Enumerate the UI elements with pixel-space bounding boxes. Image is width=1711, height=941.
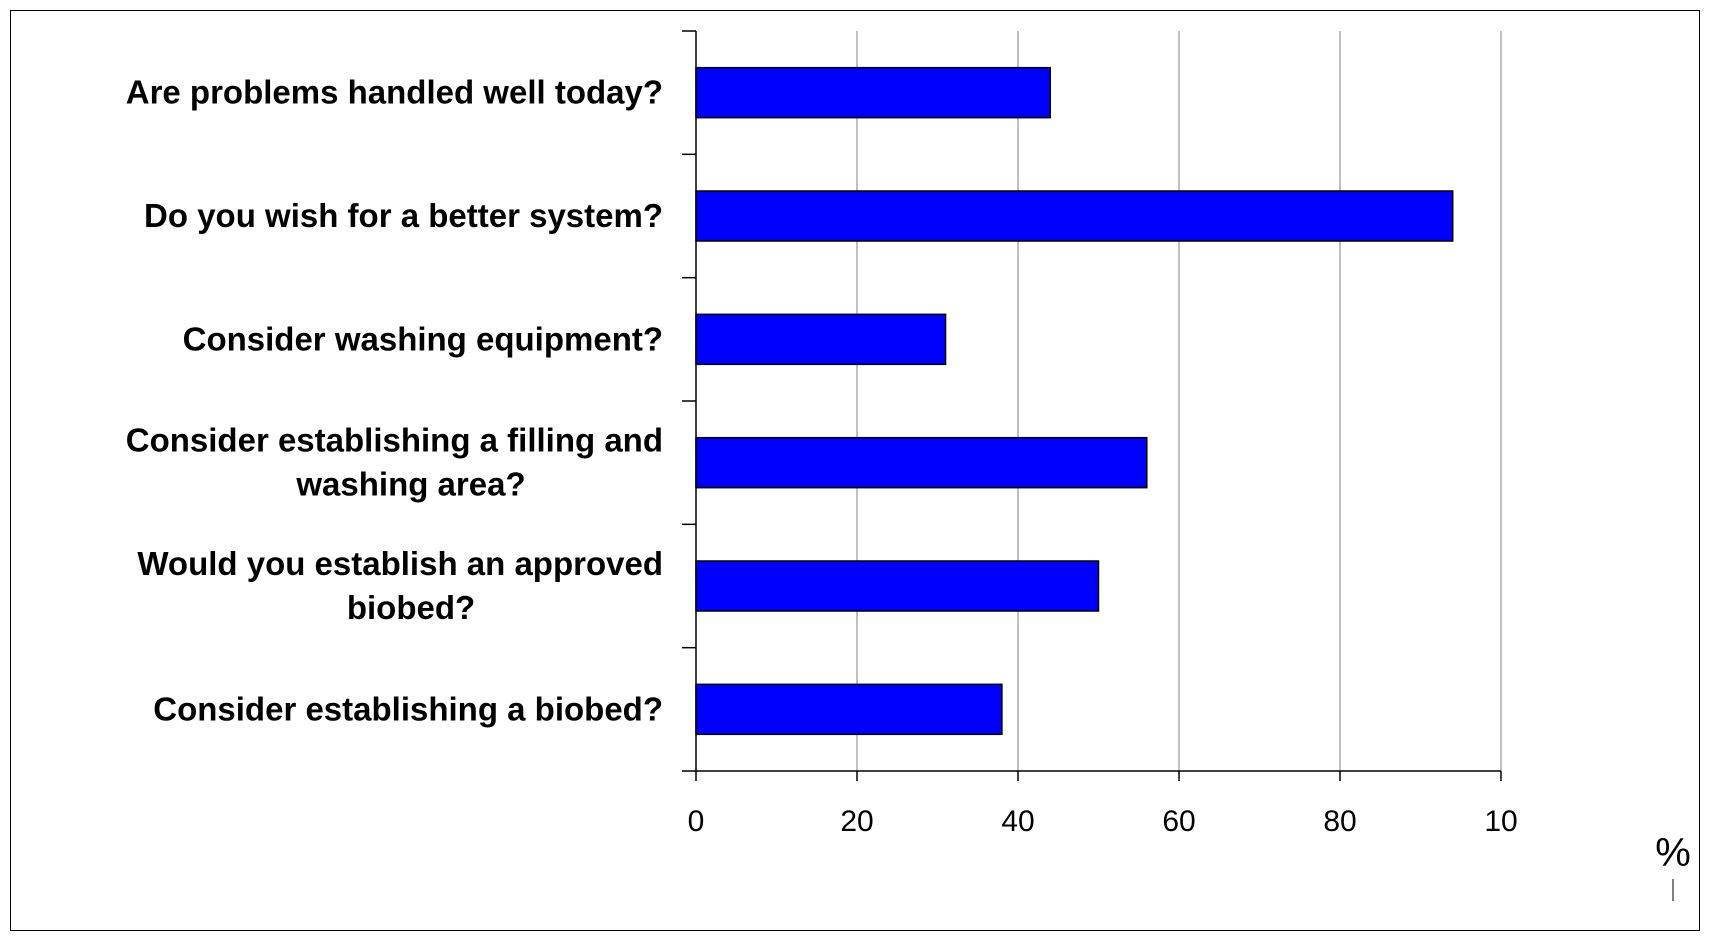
category-label: Do you wish for a better system? bbox=[144, 197, 663, 234]
x-tick-labels: 0 20 40 60 80 10 bbox=[688, 805, 1518, 838]
bars bbox=[695, 66, 1454, 736]
category-label: Are problems handled well today? bbox=[126, 74, 663, 111]
chart-frame: Are problems handled well today? Do you w… bbox=[10, 10, 1700, 931]
bar bbox=[695, 683, 1003, 736]
x-tick-label: 40 bbox=[1001, 805, 1034, 838]
x-tick-label: 0 bbox=[688, 805, 705, 838]
bar bbox=[695, 313, 947, 366]
category-label: washing area? bbox=[295, 466, 525, 503]
gridlines bbox=[856, 31, 1502, 771]
category-labels: Are problems handled well today? Do you w… bbox=[126, 74, 663, 728]
bar bbox=[695, 190, 1454, 242]
bar-chart: Are problems handled well today? Do you w… bbox=[126, 30, 1691, 901]
category-label: Consider establishing a filling and bbox=[126, 422, 663, 459]
category-label: Consider establishing a biobed? bbox=[153, 690, 663, 727]
category-label: Consider washing equipment? bbox=[183, 320, 663, 357]
x-tick-label: 10 bbox=[1484, 805, 1517, 838]
bar bbox=[695, 436, 1148, 489]
bar bbox=[695, 560, 1100, 612]
x-tick-label: 20 bbox=[840, 805, 873, 838]
unit-label: % bbox=[1655, 831, 1691, 875]
axes bbox=[682, 30, 1674, 901]
bar bbox=[695, 66, 1051, 119]
category-label: biobed? bbox=[347, 589, 475, 626]
x-tick-label: 60 bbox=[1162, 805, 1195, 838]
category-label: Would you establish an approved bbox=[137, 545, 663, 582]
x-tick-label: 80 bbox=[1323, 805, 1356, 838]
